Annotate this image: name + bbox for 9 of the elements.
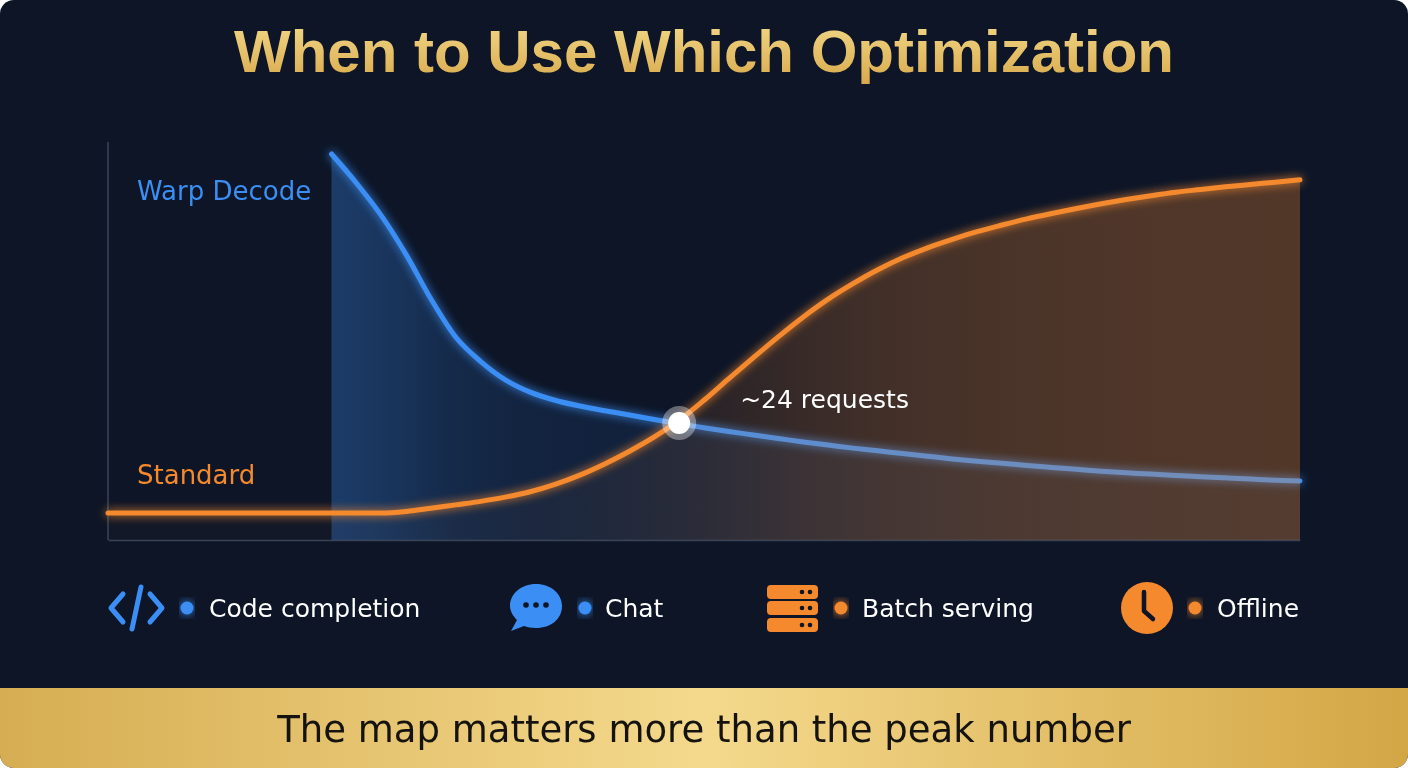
series-label: Warp Decode: [137, 176, 312, 206]
text: Offline: [1217, 594, 1300, 623]
text: Code completion: [209, 594, 421, 623]
series-label: Standard: [137, 459, 256, 490]
annotation: ~24 requests: [740, 385, 909, 415]
text: Batch serving: [862, 594, 1034, 623]
text: Chat: [605, 594, 664, 623]
chart-title: When to Use Which Optimization: [234, 18, 1174, 85]
text: The map matters more than the peak number: [276, 708, 1132, 751]
